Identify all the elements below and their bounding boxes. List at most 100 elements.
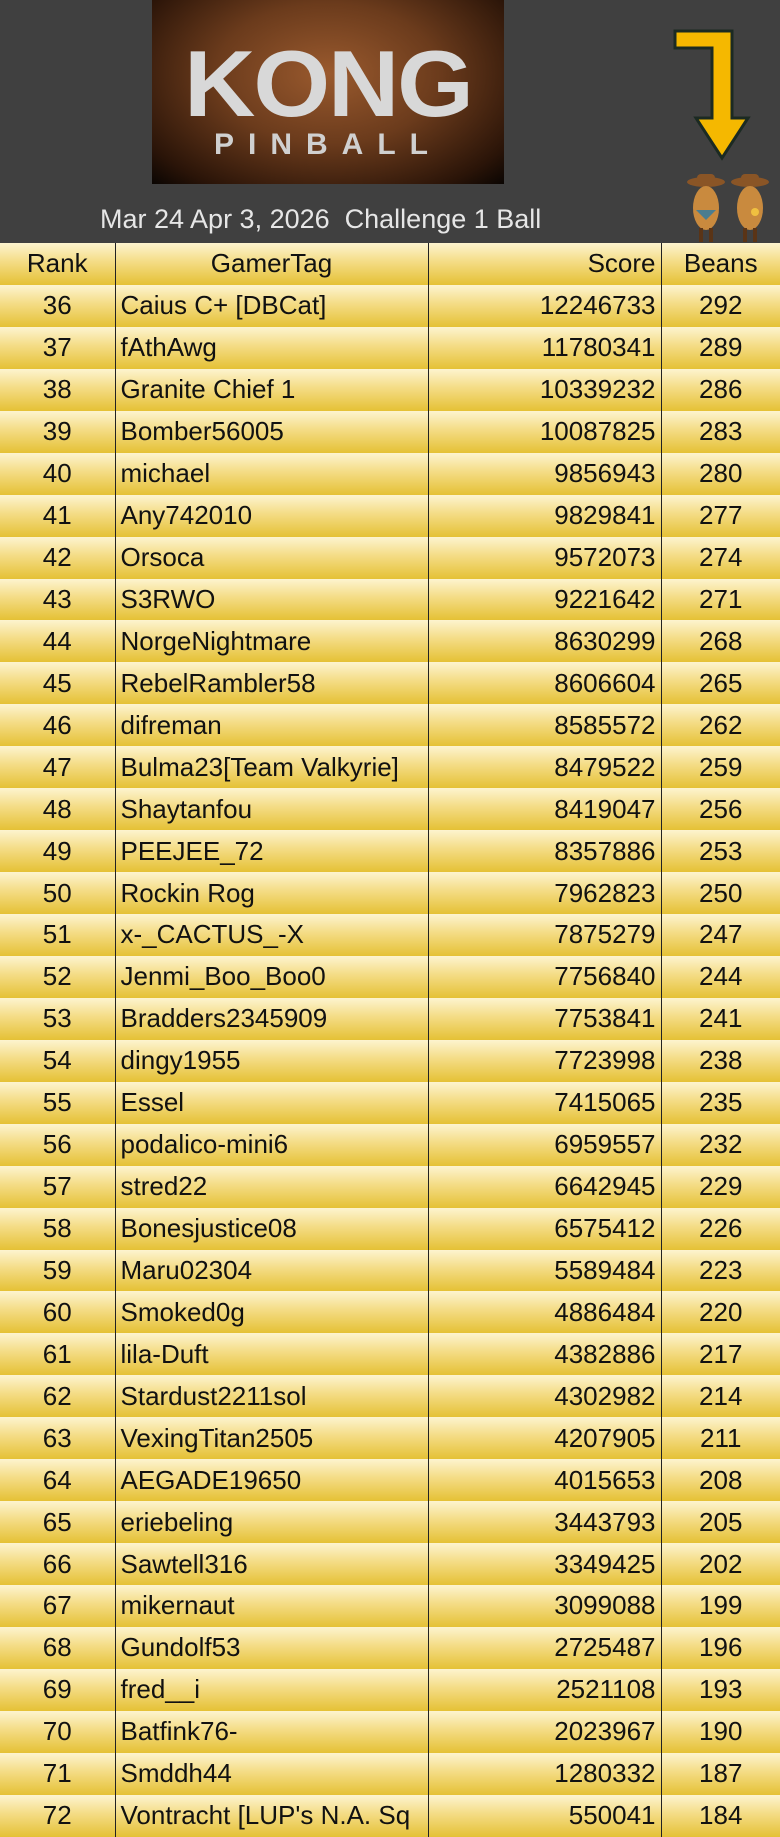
column-header-rank: Rank: [0, 243, 115, 285]
score-cell: 12246733: [427, 284, 661, 327]
score-cell: 8585572: [427, 704, 661, 747]
beans-cell: 190: [660, 1710, 780, 1753]
column-header-beans: Beans: [660, 243, 780, 285]
beans-cell: 277: [660, 494, 780, 537]
rank-cell: 57: [0, 1165, 115, 1208]
beans-cell: 235: [660, 1081, 780, 1124]
rank-cell: 45: [0, 662, 115, 705]
score-cell: 9829841: [427, 494, 661, 537]
beans-cell: 229: [660, 1165, 780, 1208]
gamertag-cell: eriebeling: [114, 1501, 428, 1544]
score-cell: 10339232: [427, 368, 661, 411]
rank-cell: 65: [0, 1501, 115, 1544]
table-row: 42 Orsoca 9572073 274: [0, 536, 780, 579]
rank-cell: 67: [0, 1585, 115, 1627]
table-header-row: Rank GamerTag Score Beans: [0, 243, 780, 285]
rank-cell: 70: [0, 1710, 115, 1753]
table-row: 46 difreman 8585572 262: [0, 704, 780, 747]
gamertag-cell: fAthAwg: [114, 326, 428, 369]
gamertag-cell: Granite Chief 1: [114, 368, 428, 411]
score-cell: 2023967: [427, 1710, 661, 1753]
score-cell: 6959557: [427, 1123, 661, 1166]
gamertag-cell: Rockin Rog: [114, 872, 428, 914]
table-row: 72 Vontracht [LUP's N.A. Sq 550041 184: [0, 1794, 780, 1837]
logo-text: KONG: [184, 31, 474, 136]
rank-cell: 47: [0, 746, 115, 789]
beans-cell: 214: [660, 1375, 780, 1418]
gamertag-cell: difreman: [114, 704, 428, 747]
table-row: 69 fred__i 2521108 193: [0, 1668, 780, 1711]
rank-cell: 37: [0, 326, 115, 369]
gamertag-cell: fred__i: [114, 1668, 428, 1711]
gamertag-cell: Jenmi_Boo_Boo0: [114, 955, 428, 998]
score-cell: 8630299: [427, 620, 661, 663]
beans-cell: 232: [660, 1123, 780, 1166]
rank-cell: 63: [0, 1417, 115, 1460]
score-cell: 8419047: [427, 788, 661, 831]
table-row: 36 Caius C+ [DBCat] 12246733 292: [0, 284, 780, 327]
table-row: 68 Gundolf53 2725487 196: [0, 1626, 780, 1669]
beans-cell: 241: [660, 997, 780, 1040]
score-cell: 8479522: [427, 746, 661, 789]
beans-cell: 247: [660, 914, 780, 956]
gamertag-cell: Orsoca: [114, 536, 428, 579]
table-row: 63 VexingTitan2505 4207905 211: [0, 1417, 780, 1460]
score-cell: 7753841: [427, 997, 661, 1040]
gamertag-cell: Any742010: [114, 494, 428, 537]
gamertag-cell: Caius C+ [DBCat]: [114, 284, 428, 327]
rank-cell: 62: [0, 1375, 115, 1418]
score-cell: 8357886: [427, 830, 661, 873]
gamertag-cell: lila-Duft: [114, 1333, 428, 1376]
gamertag-cell: S3RWO: [114, 578, 428, 621]
gamertag-cell: AEGADE19650: [114, 1459, 428, 1502]
table-row: 66 Sawtell316 3349425 202: [0, 1543, 780, 1585]
rank-cell: 56: [0, 1123, 115, 1166]
gamertag-cell: RebelRambler58: [114, 662, 428, 705]
table-row: 47 Bulma23[Team Valkyrie] 8479522 259: [0, 746, 780, 789]
gamertag-cell: Smddh44: [114, 1752, 428, 1795]
score-cell: 1280332: [427, 1752, 661, 1795]
beans-cell: 253: [660, 830, 780, 873]
table-row: 60 Smoked0g 4886484 220: [0, 1291, 780, 1334]
beans-cell: 199: [660, 1585, 780, 1627]
table-row: 55 Essel 7415065 235: [0, 1081, 780, 1124]
score-cell: 6575412: [427, 1207, 661, 1250]
gamertag-cell: Smoked0g: [114, 1291, 428, 1334]
score-cell: 7875279: [427, 914, 661, 956]
beans-cell: 289: [660, 326, 780, 369]
gamertag-cell: stred22: [114, 1165, 428, 1208]
rank-cell: 48: [0, 788, 115, 831]
score-cell: 9856943: [427, 452, 661, 495]
down-arrow-icon: [673, 29, 751, 161]
rank-cell: 68: [0, 1626, 115, 1669]
beans-cell: 259: [660, 746, 780, 789]
rank-cell: 50: [0, 872, 115, 914]
table-row: 44 NorgeNightmare 8630299 268: [0, 620, 780, 663]
beans-cell: 256: [660, 788, 780, 831]
beans-cell: 220: [660, 1291, 780, 1334]
gamertag-cell: michael: [114, 452, 428, 495]
logo-subtext: PINBALL: [214, 128, 442, 161]
rank-cell: 61: [0, 1333, 115, 1376]
gamertag-cell: VexingTitan2505: [114, 1417, 428, 1460]
beans-cell: 226: [660, 1207, 780, 1250]
score-cell: 2725487: [427, 1626, 661, 1669]
rank-cell: 44: [0, 620, 115, 663]
gamertag-cell: Bradders2345909: [114, 997, 428, 1040]
beans-cell: 205: [660, 1501, 780, 1544]
header: KONG PINBALL Mar 24 Apr 3, 2026 Challeng…: [0, 0, 780, 243]
rank-cell: 53: [0, 997, 115, 1040]
beans-cell: 196: [660, 1626, 780, 1669]
gamertag-cell: Shaytanfou: [114, 788, 428, 831]
gamertag-cell: Essel: [114, 1081, 428, 1124]
table-row: 59 Maru02304 5589484 223: [0, 1249, 780, 1292]
column-header-gamertag: GamerTag: [114, 243, 428, 285]
challenge-title: Mar 24 Apr 3, 2026 Challenge 1 Ball: [100, 204, 542, 234]
gamertag-cell: Stardust2211sol: [114, 1375, 428, 1418]
table-row: 50 Rockin Rog 7962823 250: [0, 872, 780, 914]
score-cell: 4886484: [427, 1291, 661, 1334]
rank-cell: 40: [0, 452, 115, 495]
gamertag-cell: Bomber56005: [114, 410, 428, 453]
gamertag-cell: Sawtell316: [114, 1543, 428, 1585]
table-row: 64 AEGADE19650 4015653 208: [0, 1459, 780, 1502]
